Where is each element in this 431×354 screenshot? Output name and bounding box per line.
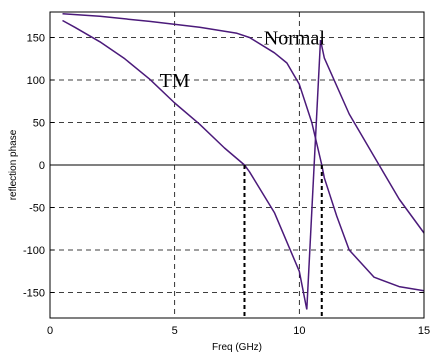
y-tick-label--150: -150 [23, 288, 45, 300]
annotation-normal: Normal [264, 28, 326, 50]
x-tick-label-0: 0 [47, 325, 53, 337]
annotation-tm: TM [160, 70, 190, 92]
axis-labels: Freq (GHz) reflection phase [8, 129, 262, 353]
y-tick-label-50: 50 [33, 118, 45, 130]
y-tick-label--100: -100 [23, 245, 45, 257]
x-axis-label: Freq (GHz) [212, 342, 262, 353]
y-tick-label--50: -50 [29, 203, 45, 215]
y-tick-label-100: 100 [27, 75, 45, 87]
y-tick-label-0: 0 [39, 160, 45, 172]
annotations: Normal TM [160, 28, 326, 93]
x-tick-label-15: 15 [418, 325, 430, 337]
x-tick-label-10: 10 [293, 325, 305, 337]
grid-lines [50, 12, 424, 318]
series-line-0 [62, 19, 308, 310]
y-axis-label: reflection phase [8, 129, 19, 200]
series-line-1 [306, 39, 322, 310]
series-lines [62, 12, 425, 310]
crossing-markers [243, 165, 323, 318]
axis-ticks: 0 5 10 15 -150 -100 -50 0 50 100 150 [23, 33, 430, 338]
y-tick-label-150: 150 [27, 33, 45, 45]
x-tick-label-5: 5 [172, 325, 178, 337]
series-line-2 [319, 39, 425, 234]
series-line-3 [62, 12, 425, 292]
